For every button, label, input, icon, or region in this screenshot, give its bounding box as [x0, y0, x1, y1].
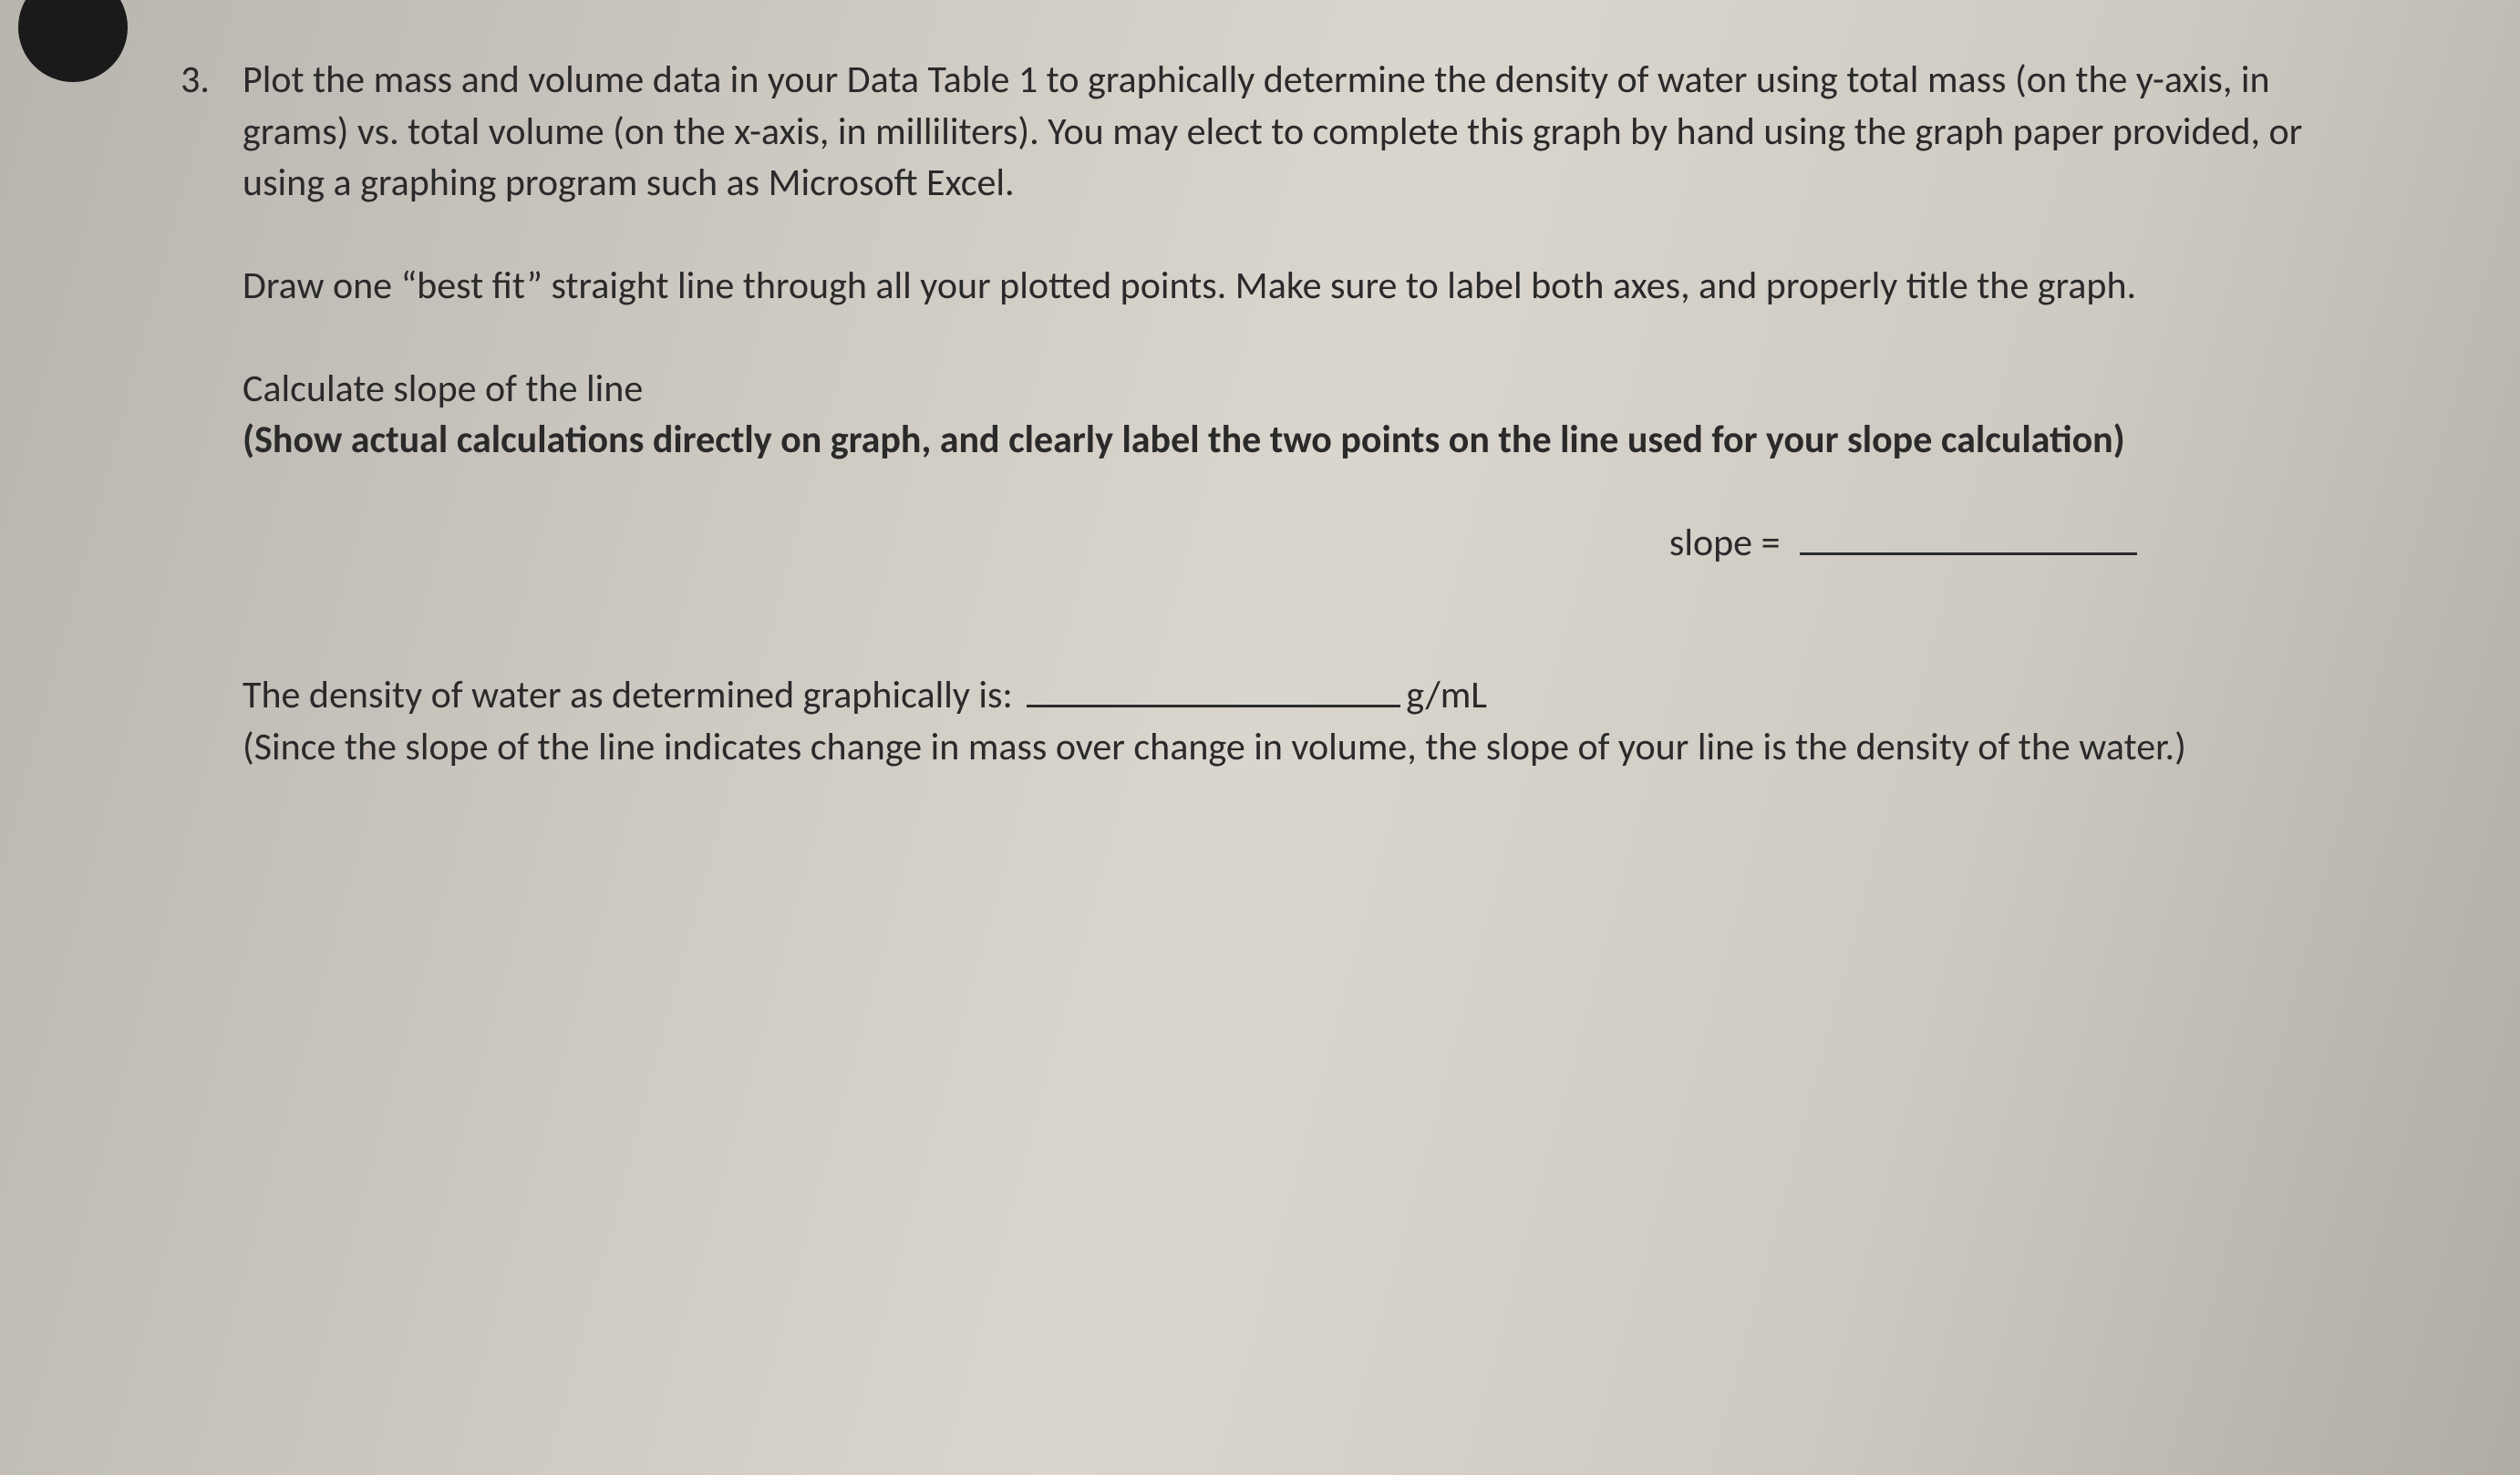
density-explain: (Since the slope of the line indicates c… — [243, 724, 2186, 770]
slope-blank[interactable] — [1800, 548, 2137, 555]
density-row: The density of water as determined graph… — [243, 670, 2356, 722]
density-prefix: The density of water as determined graph… — [243, 672, 1013, 718]
para3-line2: (Show actual calculations directly on gr… — [243, 417, 2125, 463]
slope-line: slope = — [243, 518, 2356, 570]
paragraph-2: Draw one “best fit” straight line throug… — [243, 261, 2356, 313]
question-row: 3. Plot the mass and volume data in your… — [164, 55, 2356, 824]
question-number: 3. — [164, 55, 210, 107]
density-unit: g/mL — [1406, 672, 1487, 718]
slope-label: slope = — [1669, 520, 1781, 566]
worksheet-page: 3. Plot the mass and volume data in your… — [0, 0, 2520, 933]
paragraph-3: Calculate slope of the line (Show actual… — [243, 364, 2356, 467]
density-blank[interactable] — [1027, 700, 1400, 707]
question-body: Plot the mass and volume data in your Da… — [243, 55, 2356, 824]
para3-line1: Calculate slope of the line — [243, 366, 643, 412]
paragraph-1: Plot the mass and volume data in your Da… — [243, 55, 2356, 210]
density-paragraph: The density of water as determined graph… — [243, 670, 2356, 773]
